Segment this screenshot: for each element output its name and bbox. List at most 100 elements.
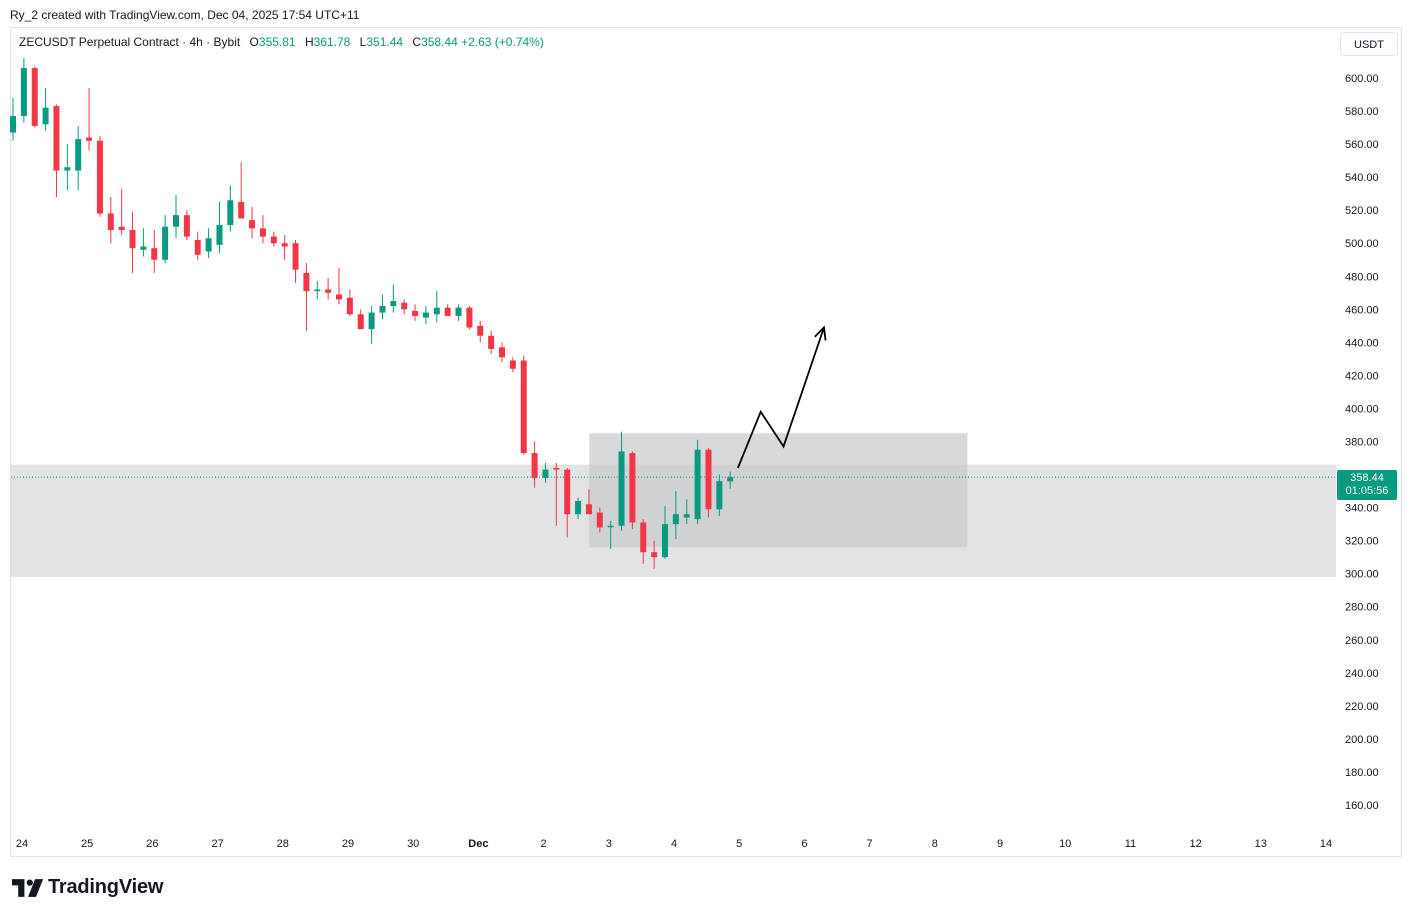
open-value: 355.81 [258, 35, 296, 49]
candle-body [194, 239, 201, 255]
candle-body [10, 116, 16, 133]
candle-body [553, 467, 560, 470]
tradingview-logo-text: TradingView [48, 876, 164, 898]
candle-body [575, 500, 582, 515]
x-tick-label: 9 [997, 838, 1003, 850]
x-tick-label: 6 [801, 838, 807, 850]
y-tick-label: 180.00 [1345, 767, 1379, 779]
last-price-value: 358.44 [1350, 472, 1384, 484]
candle-body [651, 552, 658, 558]
x-tick-label: 27 [211, 838, 223, 850]
candle-body [466, 307, 473, 328]
candle-body [140, 246, 147, 250]
candle-body [183, 215, 190, 237]
x-tick-label: 30 [407, 838, 419, 850]
candle-body [444, 307, 451, 316]
candle-body [596, 512, 603, 528]
candle-body [259, 228, 266, 237]
y-tick-label: 220.00 [1345, 701, 1379, 713]
tradingview-logo[interactable]: TradingView [12, 876, 163, 899]
x-tick-label: 26 [146, 838, 158, 850]
candle-body [314, 289, 321, 292]
candle-body [86, 137, 93, 141]
x-tick-label: 29 [342, 838, 354, 850]
y-tick-label: 160.00 [1345, 800, 1379, 812]
candle-body [368, 312, 375, 330]
projection-arrow-path [737, 327, 825, 469]
x-tick-label: Dec [468, 838, 488, 850]
candle-body [618, 451, 625, 526]
y-tick-label: 560.00 [1345, 139, 1379, 151]
candle-body [107, 213, 114, 231]
candle-body [705, 449, 712, 510]
y-tick-label: 340.00 [1345, 503, 1379, 515]
y-tick-label: 320.00 [1345, 536, 1379, 548]
candle-body [683, 514, 690, 518]
candle-body [64, 167, 71, 171]
candle-body [292, 243, 299, 270]
candle-body [303, 272, 310, 292]
candle-body [379, 306, 386, 313]
x-tick-label: 3 [606, 838, 612, 850]
candle-body [390, 301, 397, 307]
symbol-label[interactable]: ZECUSDT Perpetual Contract · 4h · Bybit [19, 35, 241, 49]
candle-body [607, 525, 614, 528]
zone-rect-2 [589, 433, 968, 548]
low-value: 351.44 [366, 35, 404, 49]
candle-body [216, 225, 223, 245]
x-tick-label: 25 [81, 838, 93, 850]
high-label: H [304, 35, 314, 49]
x-tick-label: 2 [541, 838, 547, 850]
y-tick-label: 600.00 [1345, 73, 1379, 85]
change-value: +2.63 (+0.74%) [461, 35, 544, 49]
x-tick-label: 12 [1189, 838, 1201, 850]
candle-body [509, 360, 516, 369]
candle-body [672, 514, 679, 525]
candle-body [477, 325, 484, 336]
candle-body [694, 449, 701, 520]
x-tick-label: 14 [1320, 838, 1332, 850]
candle-body [716, 481, 723, 510]
x-tick-label: 10 [1059, 838, 1071, 850]
candle-body [75, 139, 82, 171]
candle-body [520, 360, 527, 454]
candle-body [357, 314, 364, 330]
candle-body [455, 307, 462, 316]
close-value: 358.44 [421, 35, 458, 49]
x-tick-label: 24 [16, 838, 28, 850]
candle-body [564, 469, 571, 515]
candle-body [129, 230, 136, 249]
open-label: O [249, 35, 259, 49]
candle-body [727, 477, 734, 482]
candle-body [346, 297, 353, 315]
y-tick-label: 480.00 [1345, 271, 1379, 283]
y-tick-label: 240.00 [1345, 668, 1379, 680]
projection-arrow-head [814, 325, 827, 341]
candle-body [401, 302, 408, 310]
candle-body [281, 243, 288, 247]
y-tick-label: 400.00 [1345, 403, 1379, 415]
candle-body [227, 200, 234, 226]
y-tick-label: 460.00 [1345, 304, 1379, 316]
candle-body [151, 248, 158, 260]
candle-body [42, 107, 49, 125]
last-price-tag: 358.44 01:05:56 [1337, 470, 1397, 500]
candle-body [336, 294, 342, 300]
candle-body [422, 312, 429, 318]
candle-body [96, 140, 103, 214]
candle-body [325, 289, 332, 293]
candle-body [412, 310, 419, 316]
candle-body [531, 453, 538, 478]
x-tick-label: 5 [736, 838, 742, 850]
x-tick-label: 4 [671, 838, 677, 850]
candle-body [585, 504, 592, 515]
chart-frame[interactable] [10, 27, 1402, 857]
ohlc-legend: ZECUSDT Perpetual Contract · 4h · Bybit … [19, 35, 544, 49]
candle-body [205, 238, 212, 252]
x-tick-label: 13 [1255, 838, 1267, 850]
candle-body [53, 106, 60, 171]
candle-body [31, 68, 38, 126]
bar-countdown: 01:05:56 [1345, 485, 1389, 497]
currency-button[interactable]: USDT [1340, 32, 1398, 56]
